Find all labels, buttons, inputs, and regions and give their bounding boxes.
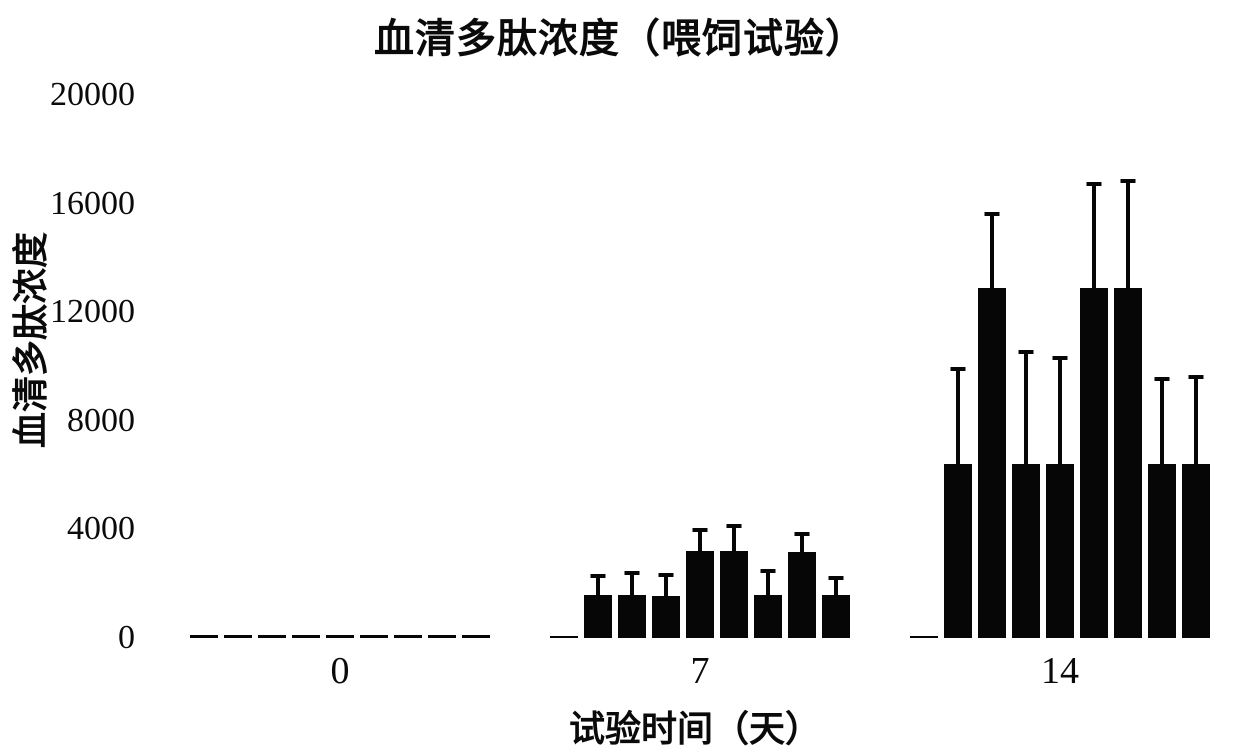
error-bar <box>800 532 804 553</box>
chart-title: 血清多肽浓度（喂饲试验） <box>374 16 866 61</box>
error-bar <box>1194 374 1198 465</box>
error-bar <box>956 366 960 465</box>
bar <box>652 572 680 638</box>
x-axis-title: 试验时间（天） <box>568 709 821 749</box>
y-tick-label: 4000 <box>67 510 135 548</box>
error-bar <box>664 572 668 596</box>
x-tick-label: 7 <box>690 650 710 692</box>
error-bar <box>990 211 994 288</box>
error-bar <box>630 570 634 595</box>
error-bar <box>596 574 600 595</box>
bar <box>1114 179 1142 638</box>
bar <box>462 635 490 638</box>
bar <box>394 635 422 638</box>
bar <box>618 570 646 638</box>
error-bar <box>766 568 770 595</box>
bar <box>822 575 850 638</box>
bar <box>686 528 714 638</box>
bar <box>1148 377 1176 638</box>
bar <box>910 635 938 638</box>
y-axis-ticks: 0 4000 8000 12000 16000 20000 <box>0 0 137 750</box>
error-bar <box>698 528 702 552</box>
bar <box>258 635 286 638</box>
bar <box>1182 374 1210 638</box>
error-bar <box>834 575 838 595</box>
bar <box>584 574 612 638</box>
bar <box>978 211 1006 638</box>
error-bar <box>1092 181 1096 288</box>
bar <box>1012 350 1040 638</box>
error-bar <box>1160 377 1164 465</box>
bar-group-day-0 <box>190 95 490 638</box>
error-bar <box>1024 350 1028 465</box>
bar <box>550 635 578 638</box>
y-tick-label: 8000 <box>67 401 135 439</box>
bar <box>754 568 782 638</box>
bar <box>224 635 252 638</box>
bar <box>944 366 972 638</box>
bar-group-day-14 <box>910 95 1210 638</box>
bar <box>788 532 816 638</box>
bar <box>720 523 748 638</box>
y-tick-label: 20000 <box>50 76 135 113</box>
bar <box>1046 355 1074 638</box>
bar <box>190 635 218 638</box>
bar <box>1080 181 1108 638</box>
plot-area <box>150 95 1240 638</box>
bar <box>326 635 354 638</box>
bar <box>292 635 320 638</box>
bar-group-day-7 <box>550 95 850 638</box>
bar <box>360 635 388 638</box>
error-bar <box>732 523 736 552</box>
y-tick-label: 16000 <box>50 184 135 222</box>
bar <box>428 635 456 638</box>
y-tick-label: 0 <box>118 619 135 656</box>
x-tick-label: 14 <box>1041 650 1079 692</box>
x-tick-label: 0 <box>330 650 350 692</box>
y-tick-label: 12000 <box>50 293 135 331</box>
error-bar <box>1126 179 1130 288</box>
error-bar <box>1058 355 1062 465</box>
